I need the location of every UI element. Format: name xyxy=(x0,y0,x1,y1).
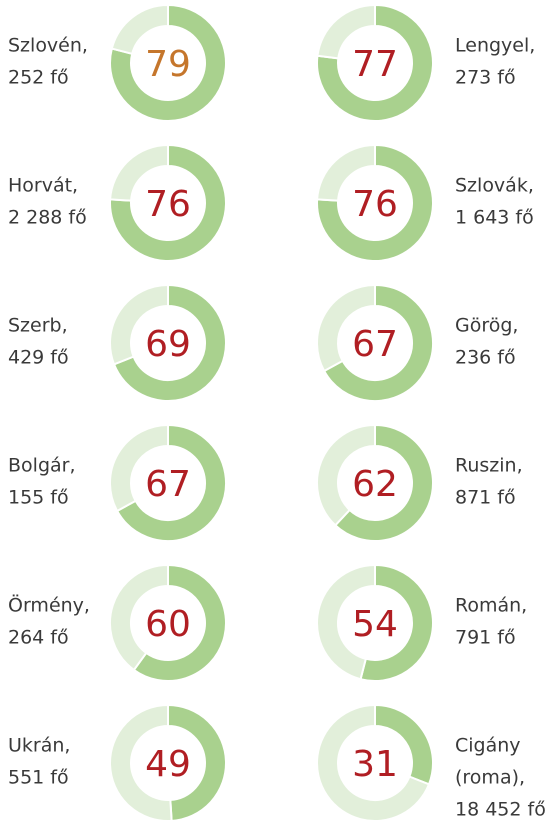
donut-label: 264 fő xyxy=(8,627,69,649)
donut-label: Ruszin, xyxy=(455,455,523,477)
donut-label: Lengyel, xyxy=(455,35,535,57)
donut-label: 236 fő xyxy=(455,347,516,369)
donut-label: 551 fő xyxy=(8,767,69,789)
donut-segment xyxy=(359,563,434,682)
donut-segment xyxy=(110,3,169,56)
center-value: 31 xyxy=(352,744,398,785)
donut-label: Cigány xyxy=(455,735,521,757)
donut-label: Örmény, xyxy=(8,594,90,617)
donut-label: 1 643 fő xyxy=(455,207,534,229)
donut-label: (roma), xyxy=(455,767,525,789)
donut-label: Szlovák, xyxy=(455,175,534,197)
center-value: 62 xyxy=(352,464,398,505)
center-value: 49 xyxy=(145,744,191,785)
donut-segment xyxy=(316,563,376,681)
donut-label: Szerb, xyxy=(8,315,68,337)
donut-label: 871 fő xyxy=(455,487,516,509)
center-value: 54 xyxy=(352,604,398,645)
donut-segment xyxy=(333,423,434,542)
donut-segment xyxy=(109,143,227,262)
donut-label: 273 fő xyxy=(455,67,516,89)
donut-label: 18 452 fő xyxy=(455,799,546,821)
center-value: 60 xyxy=(145,604,191,645)
center-value: 67 xyxy=(145,464,191,505)
center-value: 76 xyxy=(145,184,191,225)
donut-segment xyxy=(316,3,376,60)
donut-label: 252 fő xyxy=(8,67,69,89)
donut-label: 155 fő xyxy=(8,487,69,509)
donut-segment xyxy=(109,143,169,202)
donut-segment xyxy=(322,283,434,402)
donut-label: 2 288 fő xyxy=(8,207,87,229)
center-value: 77 xyxy=(352,44,398,85)
donut-segment xyxy=(167,703,227,822)
center-value: 79 xyxy=(145,44,191,85)
donut-label: Román, xyxy=(455,595,527,617)
donut-segment xyxy=(109,283,169,366)
donut-segment xyxy=(109,563,169,672)
donut-segment xyxy=(115,423,227,542)
donut-segment xyxy=(316,143,434,262)
donut-segment xyxy=(112,283,227,402)
donut-segment xyxy=(132,563,227,682)
center-value: 76 xyxy=(352,184,398,225)
donut-segment xyxy=(109,703,173,822)
donut-segment xyxy=(109,3,227,122)
donut-segment xyxy=(316,143,376,202)
donut-segment xyxy=(316,3,434,122)
donut-segment xyxy=(316,703,431,822)
donut-label: Horvát, xyxy=(8,175,78,197)
donut-label: Bolgár, xyxy=(8,455,76,477)
donut-segment xyxy=(316,423,376,527)
center-value: 69 xyxy=(145,324,191,365)
donut-label: Ukrán, xyxy=(8,735,70,757)
donut-label: Görög, xyxy=(455,315,518,337)
center-value: 67 xyxy=(352,324,398,365)
donut-segment xyxy=(316,283,376,373)
donut-label: Szlovén, xyxy=(8,35,88,57)
donut-label: 791 fő xyxy=(455,627,516,649)
donut-label: 429 fő xyxy=(8,347,69,369)
donut-segment xyxy=(109,423,169,513)
